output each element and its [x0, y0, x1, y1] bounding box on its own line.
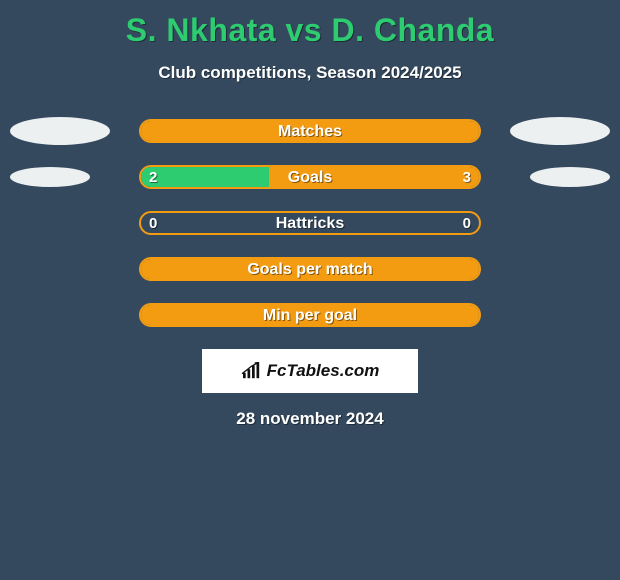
bar-fill-right	[141, 305, 479, 325]
value-left: 0	[149, 213, 157, 233]
player-left-marker	[10, 167, 90, 187]
value-left: 2	[149, 167, 157, 187]
stat-row-hattricks: 0 Hattricks 0	[0, 211, 620, 235]
bar-fill-right	[269, 167, 479, 187]
stat-row-matches: Matches	[0, 119, 620, 143]
date-label: 28 november 2024	[0, 409, 620, 429]
bar-fill-right	[141, 121, 479, 141]
page-title: S. Nkhata vs D. Chanda	[0, 0, 620, 49]
chart-icon	[241, 362, 263, 380]
player-left-marker	[10, 117, 110, 145]
page-subtitle: Club competitions, Season 2024/2025	[0, 63, 620, 83]
bar-fill-left	[141, 167, 269, 187]
bar-track: 0 Hattricks 0	[139, 211, 481, 235]
comparison-chart: Matches 2 Goals 3 0 Hattricks 0 Goals pe…	[0, 119, 620, 327]
stat-row-goals: 2 Goals 3	[0, 165, 620, 189]
logo-box: FcTables.com	[202, 349, 418, 393]
logo-text: FcTables.com	[267, 361, 380, 381]
stat-row-goals-per-match: Goals per match	[0, 257, 620, 281]
value-right: 3	[463, 167, 471, 187]
bar-fill-right	[141, 259, 479, 279]
value-right: 0	[463, 213, 471, 233]
bar-track: 2 Goals 3	[139, 165, 481, 189]
bar-track: Goals per match	[139, 257, 481, 281]
bar-track: Matches	[139, 119, 481, 143]
stat-row-min-per-goal: Min per goal	[0, 303, 620, 327]
bar-label: Hattricks	[141, 213, 479, 233]
bar-track: Min per goal	[139, 303, 481, 327]
player-right-marker	[530, 167, 610, 187]
player-right-marker	[510, 117, 610, 145]
